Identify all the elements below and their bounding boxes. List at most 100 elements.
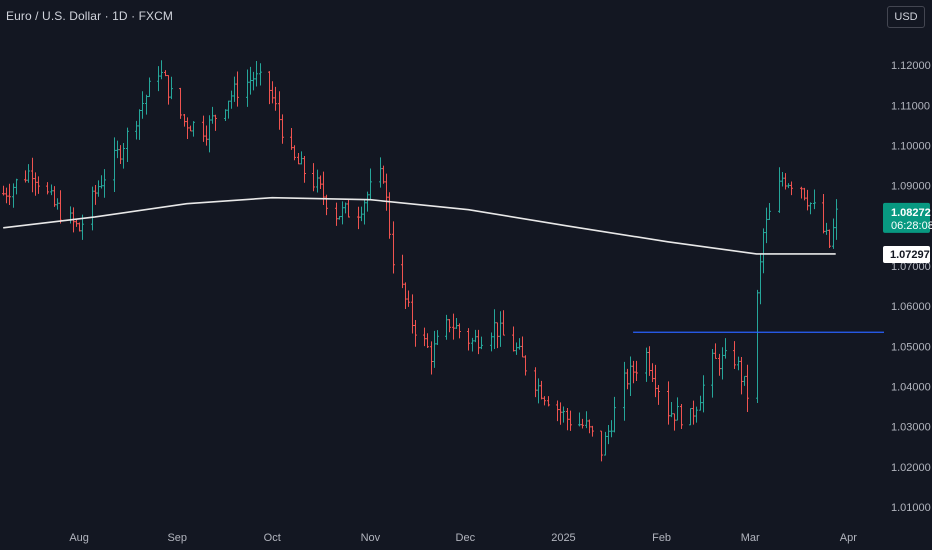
ohlc-bar <box>787 183 790 189</box>
ohlc-bar <box>37 176 40 194</box>
ohlc-bar <box>385 173 388 211</box>
ohlc-bar <box>157 66 160 92</box>
ohlc-bar <box>651 363 654 382</box>
ohlc-bar <box>474 329 477 343</box>
ohlc-bar <box>556 400 559 422</box>
ohlc-bar <box>312 163 315 192</box>
ohlc-bar <box>322 171 325 206</box>
ohlc-bar <box>800 186 803 199</box>
ohlc-bar <box>515 342 518 355</box>
time-axis: Aug Sep Oct Nov Dec 2025 Feb Mar Apr <box>69 532 857 544</box>
ohlc-bar <box>5 187 8 204</box>
ohlc-bar <box>281 114 284 144</box>
ohlc-bar <box>737 356 740 371</box>
ohlc-bar <box>278 91 281 130</box>
ohlc-bar <box>268 71 271 105</box>
time-tick-label: Nov <box>361 532 381 544</box>
time-tick-label: 2025 <box>551 532 575 544</box>
ohlc-bar <box>825 222 828 235</box>
ohlc-bar <box>186 117 189 140</box>
ohlc-bar <box>46 182 49 195</box>
ohlc-bar <box>718 353 721 376</box>
ohlc-bar <box>56 198 59 210</box>
ohlc-bar <box>673 413 676 431</box>
ohlc-bar <box>319 175 322 189</box>
time-tick-label: Apr <box>840 532 857 544</box>
ohlc-bars <box>2 60 838 462</box>
ohlc-bar <box>97 180 100 197</box>
ohlc-bar <box>547 396 550 407</box>
ohlc-bar <box>512 326 515 352</box>
ohlc-bar <box>499 311 502 347</box>
ohlc-bar <box>360 206 363 222</box>
time-tick-label: Feb <box>652 532 671 544</box>
ohlc-bar <box>183 114 186 127</box>
ohlc-bar <box>259 63 262 86</box>
ohlc-bar <box>588 419 591 434</box>
currency-button[interactable]: USD <box>887 6 925 28</box>
ohlc-bar <box>8 183 11 206</box>
ohlc-bar <box>363 199 366 225</box>
ohlc-bar <box>493 309 496 350</box>
ohlc-bar <box>401 254 404 289</box>
ohlc-bar <box>338 216 341 220</box>
time-tick-label: Oct <box>264 532 281 544</box>
ohlc-bar <box>768 202 771 221</box>
ohlc-bar <box>733 341 736 369</box>
ohlc-bar <box>430 341 433 375</box>
ohlc-bar <box>445 314 448 340</box>
ohlc-bar <box>407 290 410 307</box>
ohlc-bar <box>610 420 613 438</box>
ohlc-bar <box>59 190 62 224</box>
ohlc-bar <box>145 94 148 115</box>
ohlc-bar <box>208 115 211 153</box>
ohlc-bar <box>762 228 765 274</box>
ohlc-bar <box>303 156 306 183</box>
ohlc-bar <box>122 142 125 169</box>
ohlc-bar <box>12 183 15 208</box>
ohlc-bar <box>230 90 233 109</box>
ohlc-bar <box>781 172 784 187</box>
ohlc-bar <box>626 368 629 390</box>
ohlc-bar <box>721 347 724 380</box>
countdown-timer: 06:28:08 <box>891 220 932 232</box>
ohlc-bar <box>543 396 546 406</box>
ohlc-bar <box>832 218 835 249</box>
ohlc-bar <box>676 397 679 421</box>
ohlc-bar <box>164 70 167 77</box>
ohlc-bar <box>325 194 328 216</box>
ohlc-bar <box>91 186 94 231</box>
ohlc-bar <box>179 87 182 119</box>
ohlc-bar <box>214 114 217 131</box>
ohlc-bar <box>297 152 300 165</box>
ma-value-text: 1.07297 <box>890 249 930 261</box>
ohlc-bar <box>382 165 385 184</box>
ohlc-bar <box>100 175 103 189</box>
ohlc-bar <box>148 77 151 98</box>
ohlc-bar <box>103 169 106 198</box>
last-price-label <box>883 202 930 233</box>
ohlc-bar <box>803 187 806 201</box>
ohlc-bar <box>335 202 338 226</box>
ohlc-bar <box>423 327 426 347</box>
ohlc-bar <box>24 170 27 183</box>
ohlc-bar <box>822 193 825 234</box>
ohlc-bar <box>50 184 53 196</box>
ohlc-bar <box>192 121 195 137</box>
ohlc-bar <box>496 322 499 349</box>
ohlc-bar <box>806 189 809 211</box>
time-tick-label: Dec <box>456 532 476 544</box>
ohlc-bar <box>458 323 461 339</box>
ohlc-bar <box>53 186 56 207</box>
ohlc-bar <box>255 60 258 87</box>
ma-line <box>3 196 836 255</box>
ohlc-bar <box>113 137 116 192</box>
ohlc-bar <box>540 380 543 400</box>
ohlc-bar <box>534 367 537 398</box>
ohlc-bar <box>578 412 581 427</box>
symbol-title[interactable]: Euro / U.S. Dollar · 1D · FXCM <box>6 9 174 23</box>
ohlc-bar <box>436 330 439 346</box>
price-tick-label: 1.02000 <box>891 462 931 474</box>
